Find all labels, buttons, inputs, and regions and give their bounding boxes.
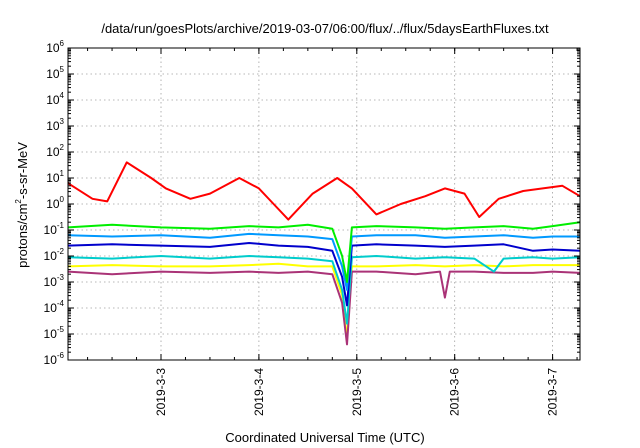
y-tick-label: 103: [46, 117, 64, 133]
y-axis-label-pre: protons/cm: [15, 204, 30, 268]
y-axis-label-post: -s-sr-MeV: [15, 142, 30, 199]
x-tick-label: 2019-3-3: [154, 368, 168, 416]
y-tick-label: 102: [46, 143, 64, 159]
series-line-7: [67, 161, 581, 221]
chart-title: /data/run/goesPlots/archive/2019-03-07/0…: [101, 21, 549, 36]
series-line-1: [67, 262, 580, 341]
y-tick-label: 10-3: [44, 273, 65, 289]
series-line-3: [67, 255, 581, 325]
y-tick-label: 100: [46, 195, 64, 211]
y-axis-label: protons/cm2-s-sr-MeV: [14, 142, 30, 268]
x-tick-label: 2019-3-7: [546, 368, 560, 416]
y-tick-label: 10-1: [44, 221, 65, 237]
grid-layer: [68, 48, 580, 360]
x-tick-label: 2019-3-6: [448, 368, 462, 416]
x-axis-label: Coordinated Universal Time (UTC): [225, 430, 424, 445]
series-layer: [67, 161, 581, 346]
series-line-6: [67, 221, 581, 283]
y-tick-label: 106: [46, 39, 64, 55]
y-tick-label: 104: [46, 91, 64, 107]
y-tick-label: 10-5: [44, 325, 65, 341]
series-line-5: [67, 232, 580, 291]
x-tick-label: 2019-3-4: [252, 368, 266, 416]
y-tick-label: 105: [46, 65, 64, 81]
series-line-4: [67, 242, 581, 307]
axes-layer: 10-6 10-5 10-4 10-3 10-2 10-1 100 101 102 103 104 1…: [44, 39, 581, 416]
y-tick-label: 10-4: [44, 299, 65, 315]
y-tick-label: 10-2: [44, 247, 65, 263]
x-tick-label: 2019-3-5: [350, 368, 364, 416]
y-tick-label: 10-6: [44, 351, 65, 367]
y-tick-label: 101: [46, 169, 64, 185]
y-axis-label-sup: 2: [14, 199, 23, 204]
